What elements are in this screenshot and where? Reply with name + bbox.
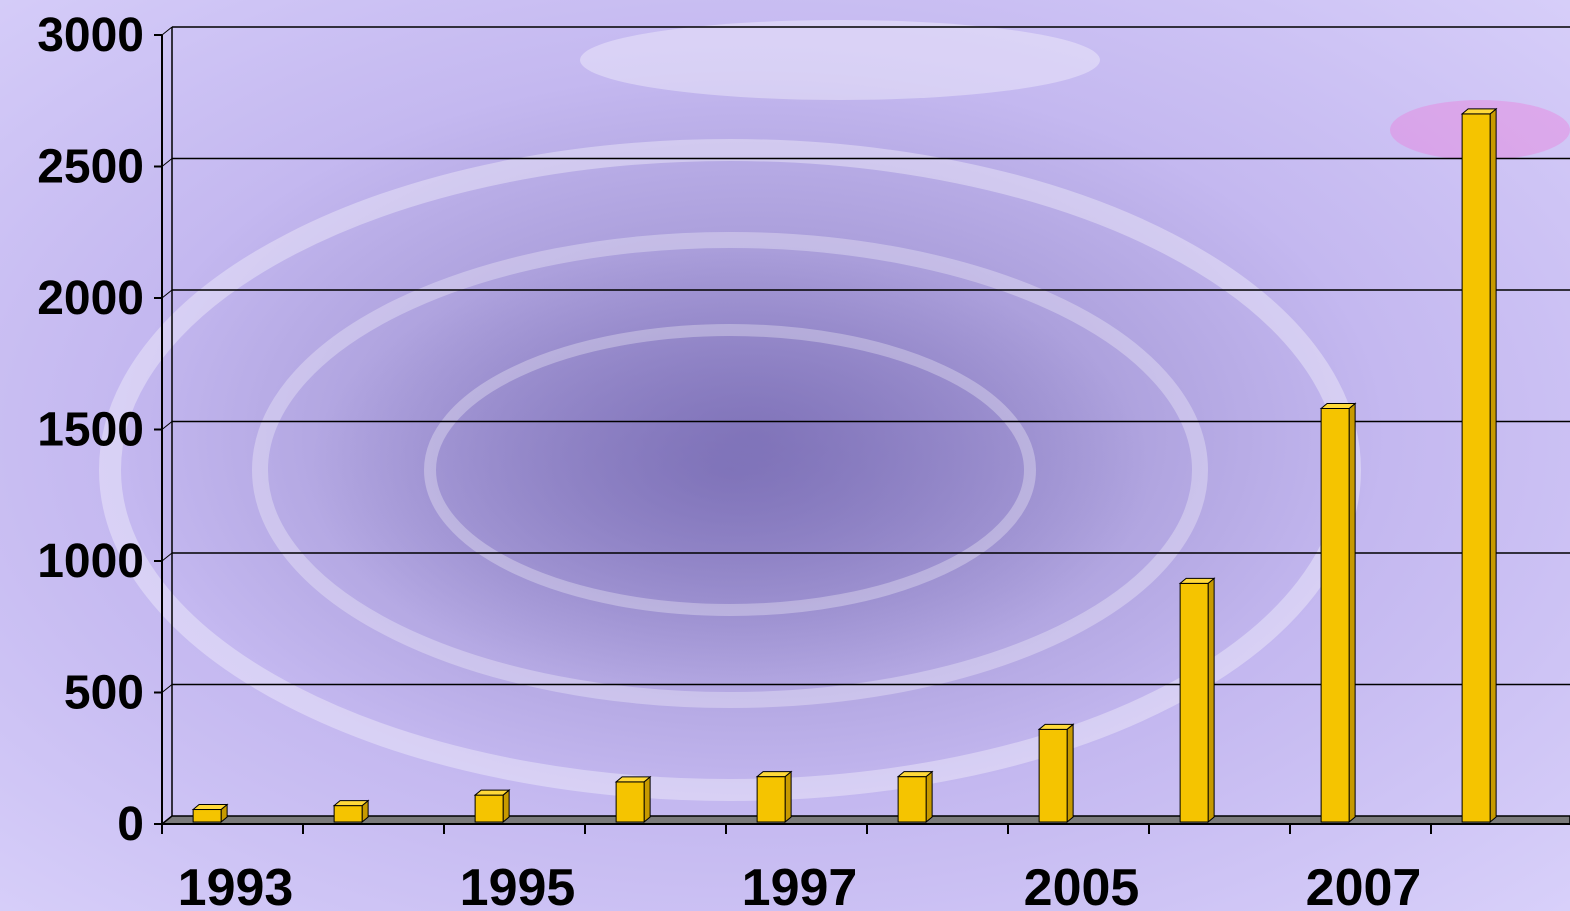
gridlines [161,26,1570,693]
gridline-depth [161,158,173,167]
chart-floor [159,815,1570,825]
bar [1319,402,1357,824]
y-tick-labels: 0 500 1000 1500 2000 2500 3000 [37,9,144,851]
y-tick-label: 1000 [37,535,144,588]
bar [1460,107,1498,824]
x-tick-labels: 1993 1995 1997 2005 2007 [178,859,1422,911]
bar [1037,723,1075,824]
bar [1178,577,1216,824]
gridline-depth [161,684,173,693]
bar [473,789,511,824]
gridline-depth [161,26,173,36]
bars [191,107,1498,824]
bar [191,803,229,824]
y-tick-label: 500 [64,667,144,720]
x-tick-label: 2005 [1024,859,1140,911]
axes [154,27,1570,834]
bar [755,770,793,824]
x-tick-label: 1997 [742,859,858,911]
y-tick-label: 2000 [37,272,144,325]
x-tick-label: 2007 [1306,859,1422,911]
y-tick-label: 0 [117,798,144,851]
y-tick-label: 3000 [37,9,144,62]
bar [614,775,652,824]
gridline-depth [161,289,173,299]
x-tick-label: 1993 [178,859,294,911]
bar [332,799,370,824]
y-tick-label: 1500 [37,404,144,457]
bar [896,770,934,824]
gridline-depth [161,552,173,562]
y-tick-label: 2500 [37,141,144,194]
x-tick-label: 1995 [460,859,576,911]
gridline-depth [161,421,173,430]
